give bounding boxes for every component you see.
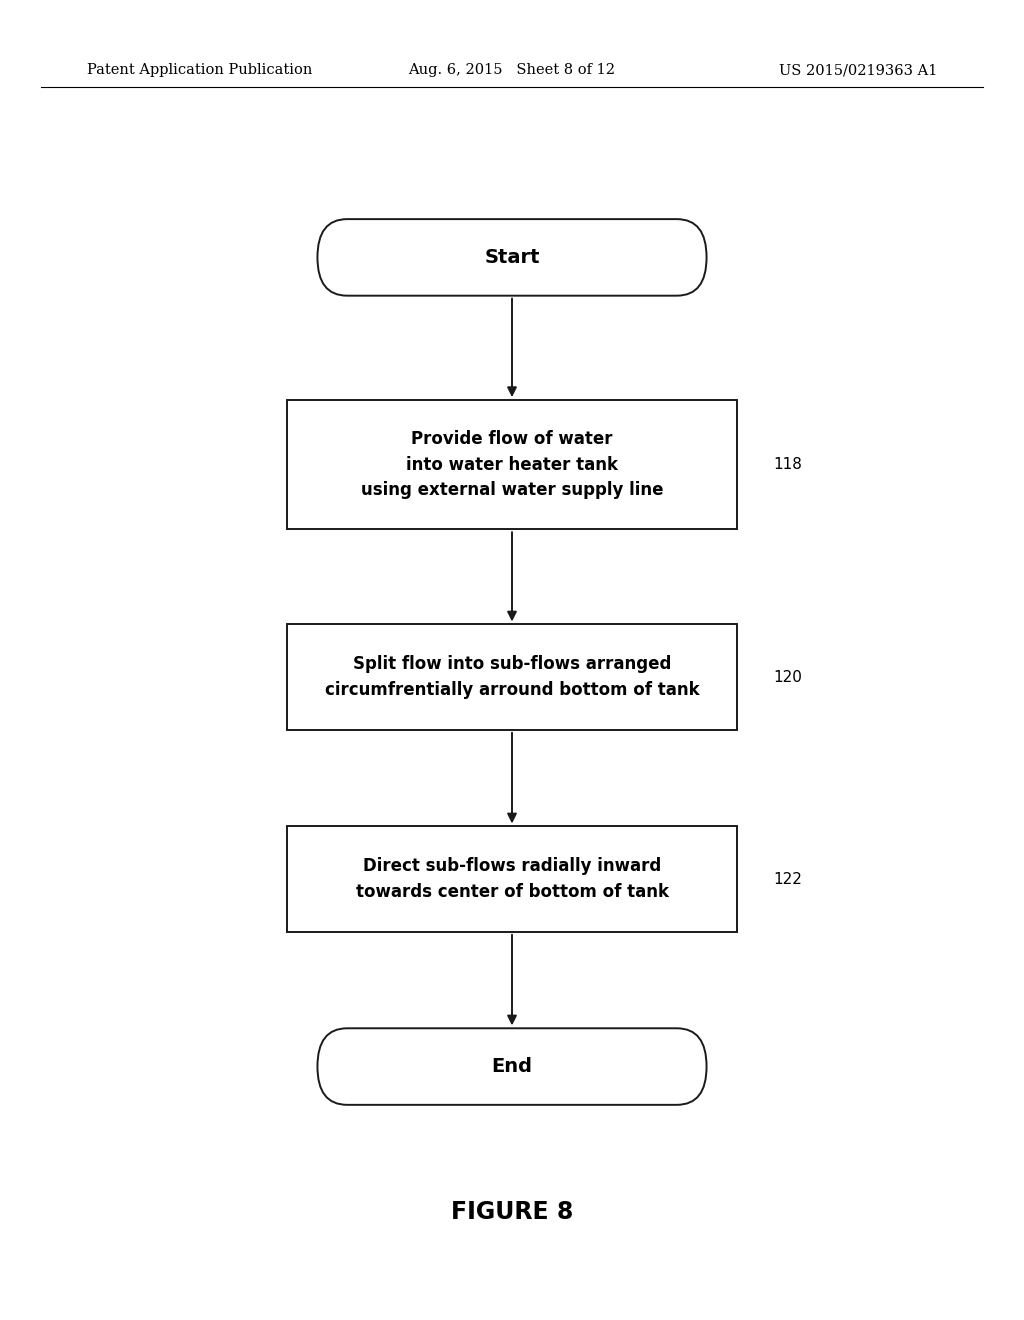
Text: 118: 118 xyxy=(773,457,802,473)
Text: Patent Application Publication: Patent Application Publication xyxy=(87,63,312,78)
FancyBboxPatch shape xyxy=(317,1028,707,1105)
Text: Start: Start xyxy=(484,248,540,267)
Text: Aug. 6, 2015   Sheet 8 of 12: Aug. 6, 2015 Sheet 8 of 12 xyxy=(409,63,615,78)
Text: FIGURE 8: FIGURE 8 xyxy=(451,1200,573,1224)
Text: End: End xyxy=(492,1057,532,1076)
FancyBboxPatch shape xyxy=(287,826,737,932)
FancyBboxPatch shape xyxy=(287,400,737,529)
Text: 122: 122 xyxy=(773,871,802,887)
Text: US 2015/0219363 A1: US 2015/0219363 A1 xyxy=(778,63,937,78)
FancyBboxPatch shape xyxy=(317,219,707,296)
Text: Direct sub-flows radially inward
towards center of bottom of tank: Direct sub-flows radially inward towards… xyxy=(355,857,669,902)
Text: Provide flow of water
into water heater tank
using external water supply line: Provide flow of water into water heater … xyxy=(360,430,664,499)
FancyBboxPatch shape xyxy=(287,624,737,730)
Text: Split flow into sub-flows arranged
circumfrentially arround bottom of tank: Split flow into sub-flows arranged circu… xyxy=(325,655,699,700)
Text: 120: 120 xyxy=(773,669,802,685)
